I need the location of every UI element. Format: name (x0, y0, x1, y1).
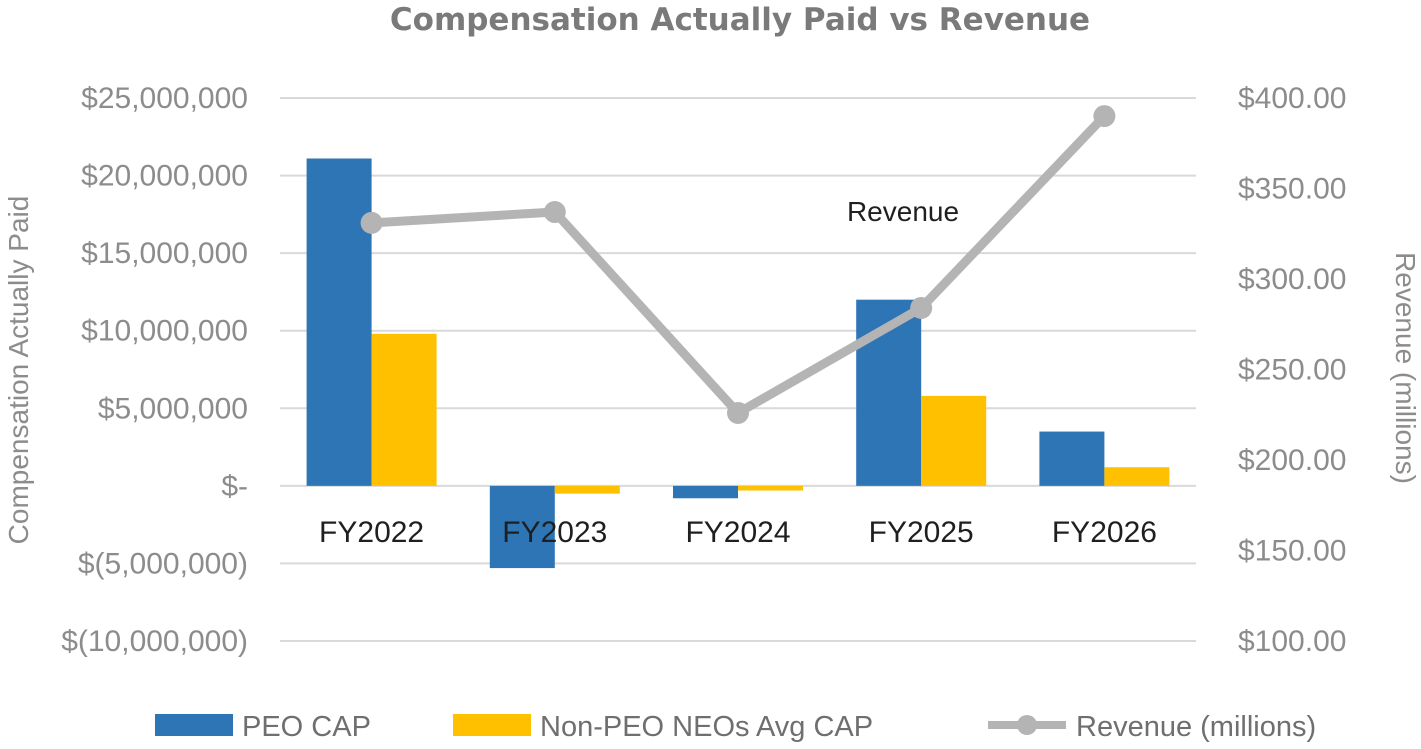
left-tick-label: $15,000,000 (81, 237, 248, 270)
bar-peo-cap-fy2023 (489, 485, 555, 569)
left-tick-label: $5,000,000 (98, 392, 248, 425)
legend-swatch-revenue-marker (1017, 715, 1037, 735)
right-tick-label: $150.00 (1238, 535, 1346, 568)
category-label: FY2024 (685, 516, 790, 549)
bar-non-peo-neos-fy2023 (554, 485, 620, 494)
right-axis-title: Revenue (millions) (1390, 252, 1421, 484)
category-label: FY2023 (502, 516, 607, 549)
left-tick-label: $20,000,000 (81, 160, 248, 193)
left-axis-title: Compensation Actually Paid (3, 196, 34, 545)
revenue-line (367, 111, 1109, 418)
left-tick-label: $- (221, 470, 248, 503)
left-tick-label: $25,000,000 (81, 82, 248, 115)
category-label: FY2026 (1052, 516, 1157, 549)
right-axis-ticks: $400.00 $350.00 $300.00 $250.00 $200.00 $150.… (1238, 82, 1346, 658)
legend-label-revenue: Revenue (millions) (1076, 711, 1316, 743)
left-tick-label: $(10,000,000) (61, 625, 248, 658)
right-tick-label: $300.00 (1238, 263, 1346, 296)
legend-swatch-peo-cap (155, 714, 233, 736)
bar-non-peo-neos-fy2025 (921, 395, 987, 486)
legend-label-non-peo: Non-PEO NEOs Avg CAP (540, 711, 873, 743)
revenue-point-fy2026 (1093, 105, 1116, 128)
bar-peo-cap-fy2022 (306, 158, 372, 486)
revenue-point-fy2023 (543, 201, 566, 224)
bar-non-peo-neos-fy2026 (1104, 467, 1170, 486)
bar-non-peo-neos-fy2024 (738, 485, 803, 491)
category-labels: FY2022 FY2023 FY2024 FY2025 FY2026 (319, 516, 1157, 549)
category-label: FY2025 (869, 516, 974, 549)
chart-title: Compensation Actually Paid vs Revenue (390, 2, 1090, 38)
category-label: FY2022 (319, 516, 424, 549)
revenue-point-fy2024 (727, 401, 749, 424)
right-tick-label: $200.00 (1238, 444, 1346, 477)
right-tick-label: $100.00 (1238, 625, 1346, 658)
revenue-line-series (360, 105, 1116, 424)
bar-peo-cap-fy2024 (673, 485, 738, 499)
revenue-point-fy2022 (360, 211, 383, 234)
right-tick-label: $400.00 (1238, 82, 1346, 115)
revenue-annotation-label: Revenue (847, 196, 959, 227)
right-tick-label: $350.00 (1238, 173, 1346, 206)
revenue-point-fy2025 (910, 296, 933, 319)
left-tick-label: $10,000,000 (81, 315, 248, 348)
left-axis-ticks: $25,000,000 $20,000,000 $15,000,000 $10,000… (61, 82, 248, 658)
bar-non-peo-neos-fy2022 (371, 333, 437, 486)
right-tick-label: $250.00 (1238, 354, 1346, 387)
left-tick-label: $(5,000,000) (78, 547, 248, 580)
bar-series (306, 158, 1170, 569)
legend-label-peo-cap: PEO CAP (242, 711, 371, 743)
legend: PEO CAP Non-PEO NEOs Avg CAP Revenue (mi… (155, 711, 1316, 743)
legend-swatch-non-peo (453, 714, 531, 736)
bar-peo-cap-fy2026 (1039, 431, 1105, 486)
